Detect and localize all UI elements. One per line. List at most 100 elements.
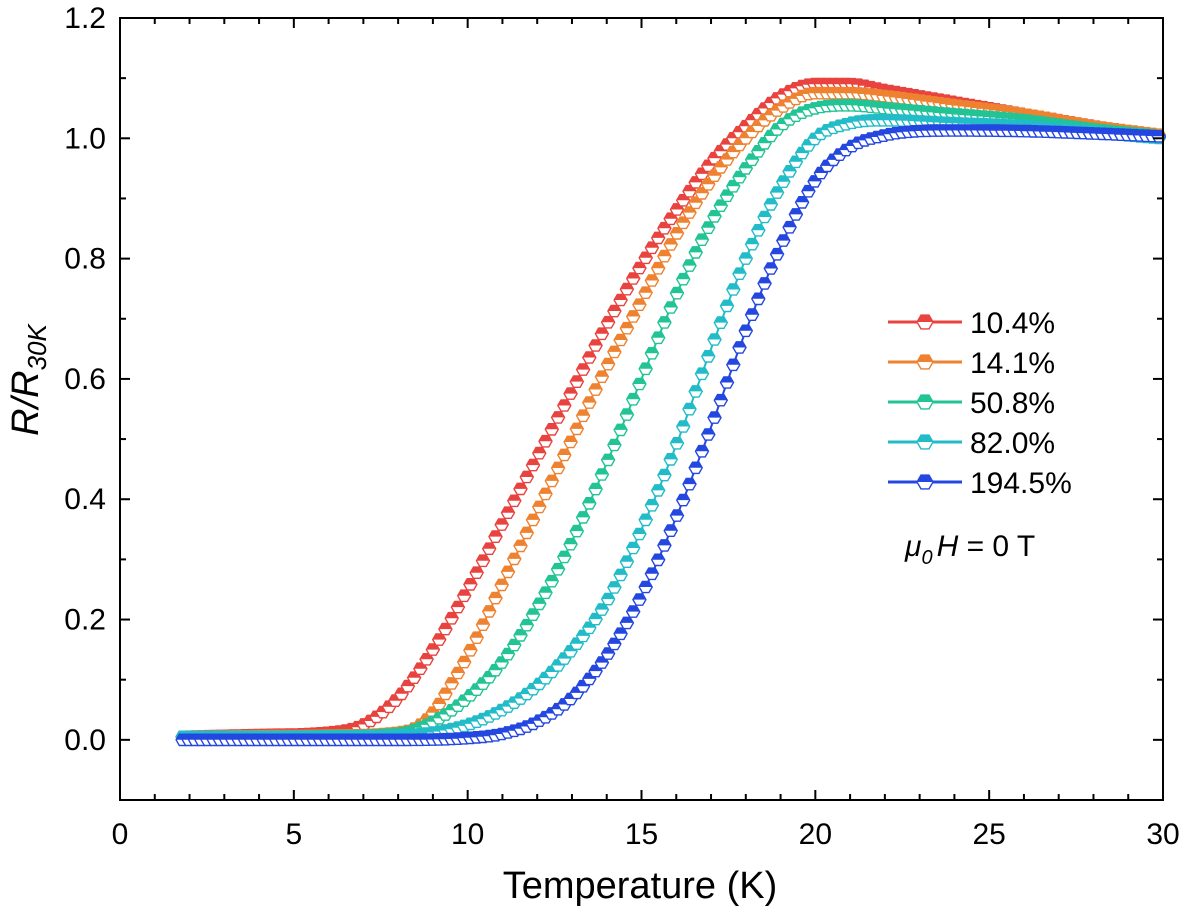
data-point: [594, 370, 610, 383]
x-tick-labels: 0 5 10 15 20 25 30: [112, 818, 1180, 851]
series-layer: [175, 77, 1167, 747]
data-point: [625, 392, 641, 406]
data-point: [531, 597, 547, 611]
data-point: [669, 437, 685, 450]
data-point: [444, 611, 460, 625]
data-point: [644, 567, 660, 581]
data-point: [607, 345, 622, 359]
data-point: [675, 272, 691, 286]
data-point: [638, 580, 654, 594]
x-axis-label: Temperature (K): [503, 865, 778, 906]
data-point: [556, 448, 572, 462]
data-point: [563, 435, 578, 449]
data-point: [569, 422, 585, 436]
data-point: [613, 293, 628, 307]
data-point: [713, 316, 729, 329]
data-point: [669, 226, 685, 240]
data-point: [663, 524, 679, 537]
legend-label: 82.0%: [970, 427, 1055, 460]
data-point: [525, 513, 541, 527]
y-tick-label: 0.0: [64, 724, 106, 757]
data-point: [719, 299, 735, 313]
data-point: [638, 251, 654, 265]
data-point: [506, 494, 522, 508]
data-point: [594, 468, 610, 481]
annotation-rest-text: = 0 T: [958, 530, 1035, 563]
data-point: [782, 220, 797, 234]
data-point: [556, 550, 572, 564]
data-point: [757, 210, 772, 224]
y-tick-label: 0.6: [64, 363, 106, 396]
data-point: [769, 247, 785, 261]
data-point: [632, 377, 647, 391]
x-tick-label: 15: [625, 818, 658, 851]
data-point: [700, 428, 716, 441]
y-tick-label: 0.2: [64, 604, 106, 637]
data-point: [619, 555, 635, 568]
data-point: [494, 578, 510, 592]
data-point: [481, 542, 497, 555]
data-point: [563, 537, 578, 551]
data-point: [600, 357, 616, 371]
data-point: [619, 282, 635, 296]
data-point: [581, 396, 597, 409]
data-point: [688, 385, 704, 398]
data-point: [700, 221, 716, 235]
data-point: [513, 539, 528, 553]
data-point: [744, 237, 760, 251]
data-point: [694, 367, 710, 381]
data-point: [563, 387, 578, 400]
data-point: [525, 608, 541, 621]
data-point: [544, 474, 560, 488]
data-point: [619, 321, 635, 335]
data-point: [506, 552, 522, 566]
data-point: [544, 574, 560, 588]
data-point: [657, 316, 672, 329]
data-point: [488, 530, 503, 543]
data-point: [419, 653, 434, 666]
data-point: [613, 423, 628, 437]
y-axis-label-sub: 30K: [22, 322, 52, 370]
x-tick-label: 20: [799, 818, 832, 851]
data-point: [694, 444, 710, 458]
legend-marker: [916, 354, 934, 370]
x-tick-label: 10: [451, 818, 484, 851]
data-point: [469, 631, 485, 644]
data-point: [638, 286, 654, 299]
data-point: [625, 272, 641, 285]
data-point: [613, 333, 628, 347]
data-point: [519, 526, 535, 540]
data-point: [456, 589, 472, 603]
data-point: [575, 409, 591, 423]
field-annotation: μ0 H = 0 T: [904, 530, 1035, 569]
x-tick-label: 30: [1146, 818, 1179, 851]
data-point: [519, 470, 535, 484]
legend-item: 50.8%: [888, 387, 1055, 420]
data-point: [463, 578, 478, 591]
data-point: [632, 298, 647, 311]
legend-label: 50.8%: [970, 387, 1055, 420]
data-point: [444, 677, 460, 690]
data-point: [794, 195, 810, 209]
data-point: [469, 566, 485, 579]
series-4: [175, 124, 1167, 747]
data-point: [669, 286, 685, 300]
annotation-mu: μ: [904, 530, 921, 563]
data-point: [707, 209, 722, 223]
data-point: [657, 468, 672, 482]
data-point: [488, 591, 503, 605]
data-point: [732, 341, 747, 354]
data-point: [531, 446, 547, 460]
data-point: [650, 553, 666, 567]
data-point: [732, 267, 747, 280]
data-point: [769, 186, 785, 199]
data-point: [588, 339, 603, 352]
data-point: [607, 438, 622, 452]
data-point: [500, 565, 516, 579]
data-point: [738, 252, 754, 265]
data-point: [594, 327, 610, 341]
legend-marker: [916, 474, 934, 490]
data-point: [625, 605, 641, 618]
data-point: [757, 277, 772, 290]
